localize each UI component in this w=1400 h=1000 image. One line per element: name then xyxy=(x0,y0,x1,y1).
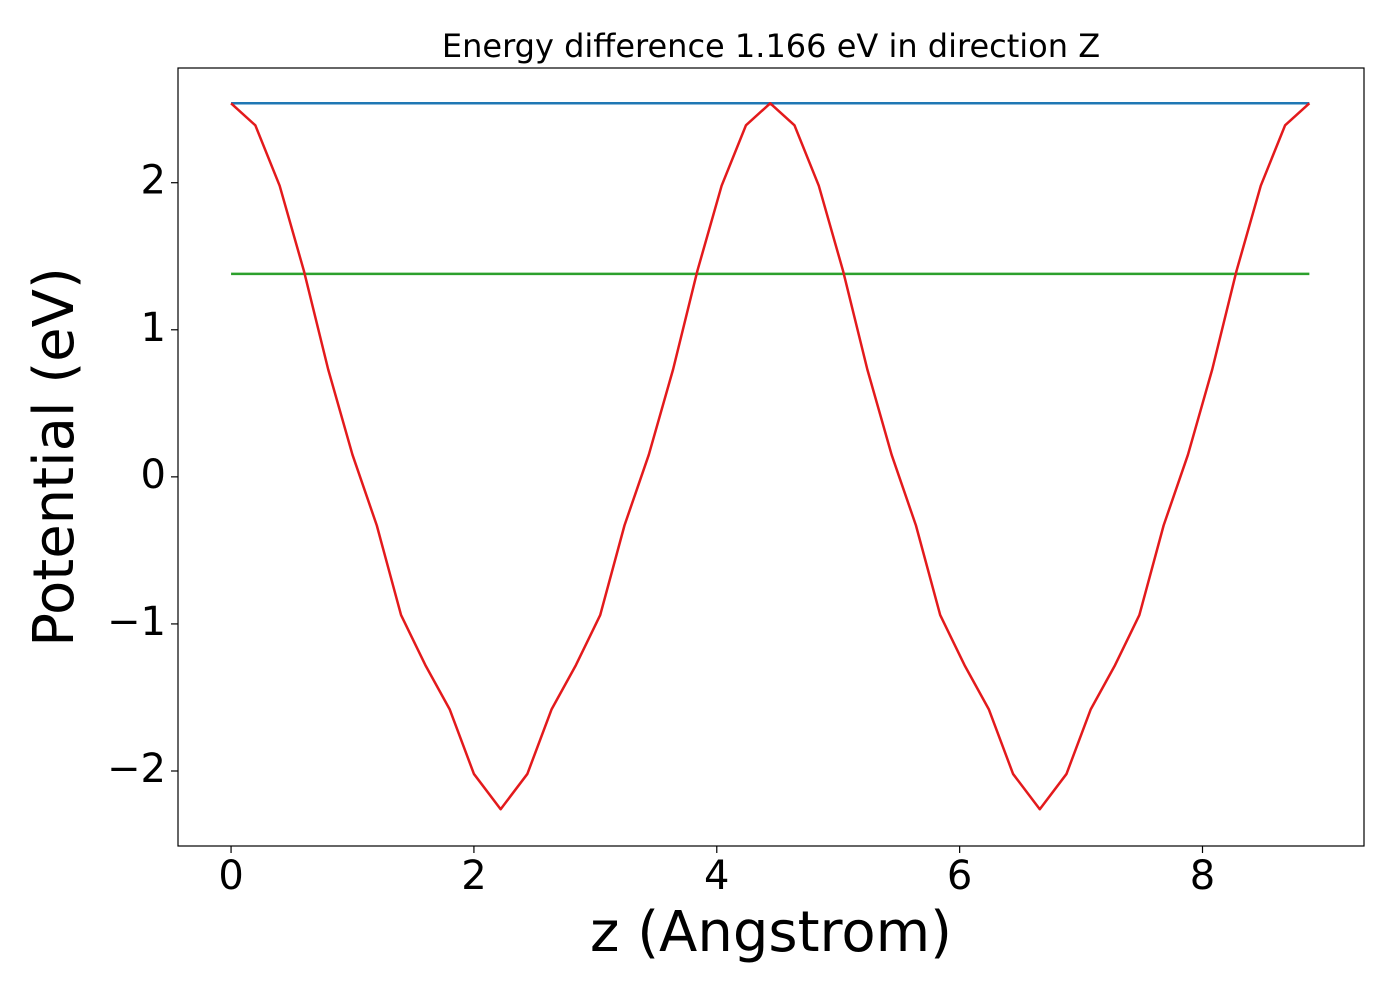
x-axis-label: z (Angstrom) xyxy=(590,900,952,965)
plot-frame xyxy=(177,67,1365,847)
y-tick-label: 2 xyxy=(141,158,166,204)
y-tick-label: −1 xyxy=(107,599,166,645)
x-tick-label: 2 xyxy=(461,853,486,899)
x-tick-label: 8 xyxy=(1190,853,1215,899)
line-series xyxy=(230,102,1311,811)
x-tick-label: 0 xyxy=(218,853,243,899)
x-tick-label: 4 xyxy=(704,853,729,899)
y-tick-label: 1 xyxy=(141,305,166,351)
y-tick-label: 0 xyxy=(141,452,166,498)
y-tick-label: −2 xyxy=(107,746,166,792)
x-tick-label: 6 xyxy=(947,853,972,899)
y-axis-label: Potential (eV) xyxy=(22,267,87,647)
chart-title: Energy difference 1.166 eV in direction … xyxy=(442,27,1100,65)
